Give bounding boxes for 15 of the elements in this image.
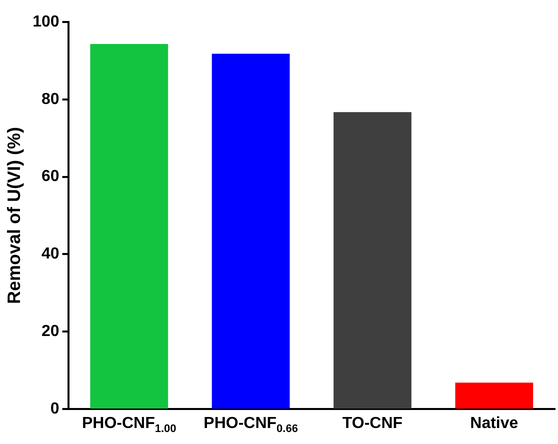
x-tick-label: Native [470, 415, 518, 433]
y-tick-label: 80 [42, 90, 60, 108]
y-tick-label: 20 [42, 323, 60, 340]
bar [212, 54, 290, 408]
y-tick-label: 0 [50, 400, 60, 418]
y-tick-label: 40 [42, 246, 60, 263]
bar [455, 382, 534, 408]
bar [334, 112, 412, 408]
x-tick-label: TO-CNF [342, 415, 403, 433]
bar [90, 44, 168, 408]
y-tick-label: 60 [42, 168, 60, 186]
y-tick-label: 100 [32, 13, 60, 30]
x-tick-label: PHO-CNF$_{0.66}$ [204, 415, 298, 436]
x-tick-label: PHO-CNF$_{1.00}$ [82, 415, 176, 436]
y-axis-title: Removal of U(VI) (%) [4, 126, 24, 304]
